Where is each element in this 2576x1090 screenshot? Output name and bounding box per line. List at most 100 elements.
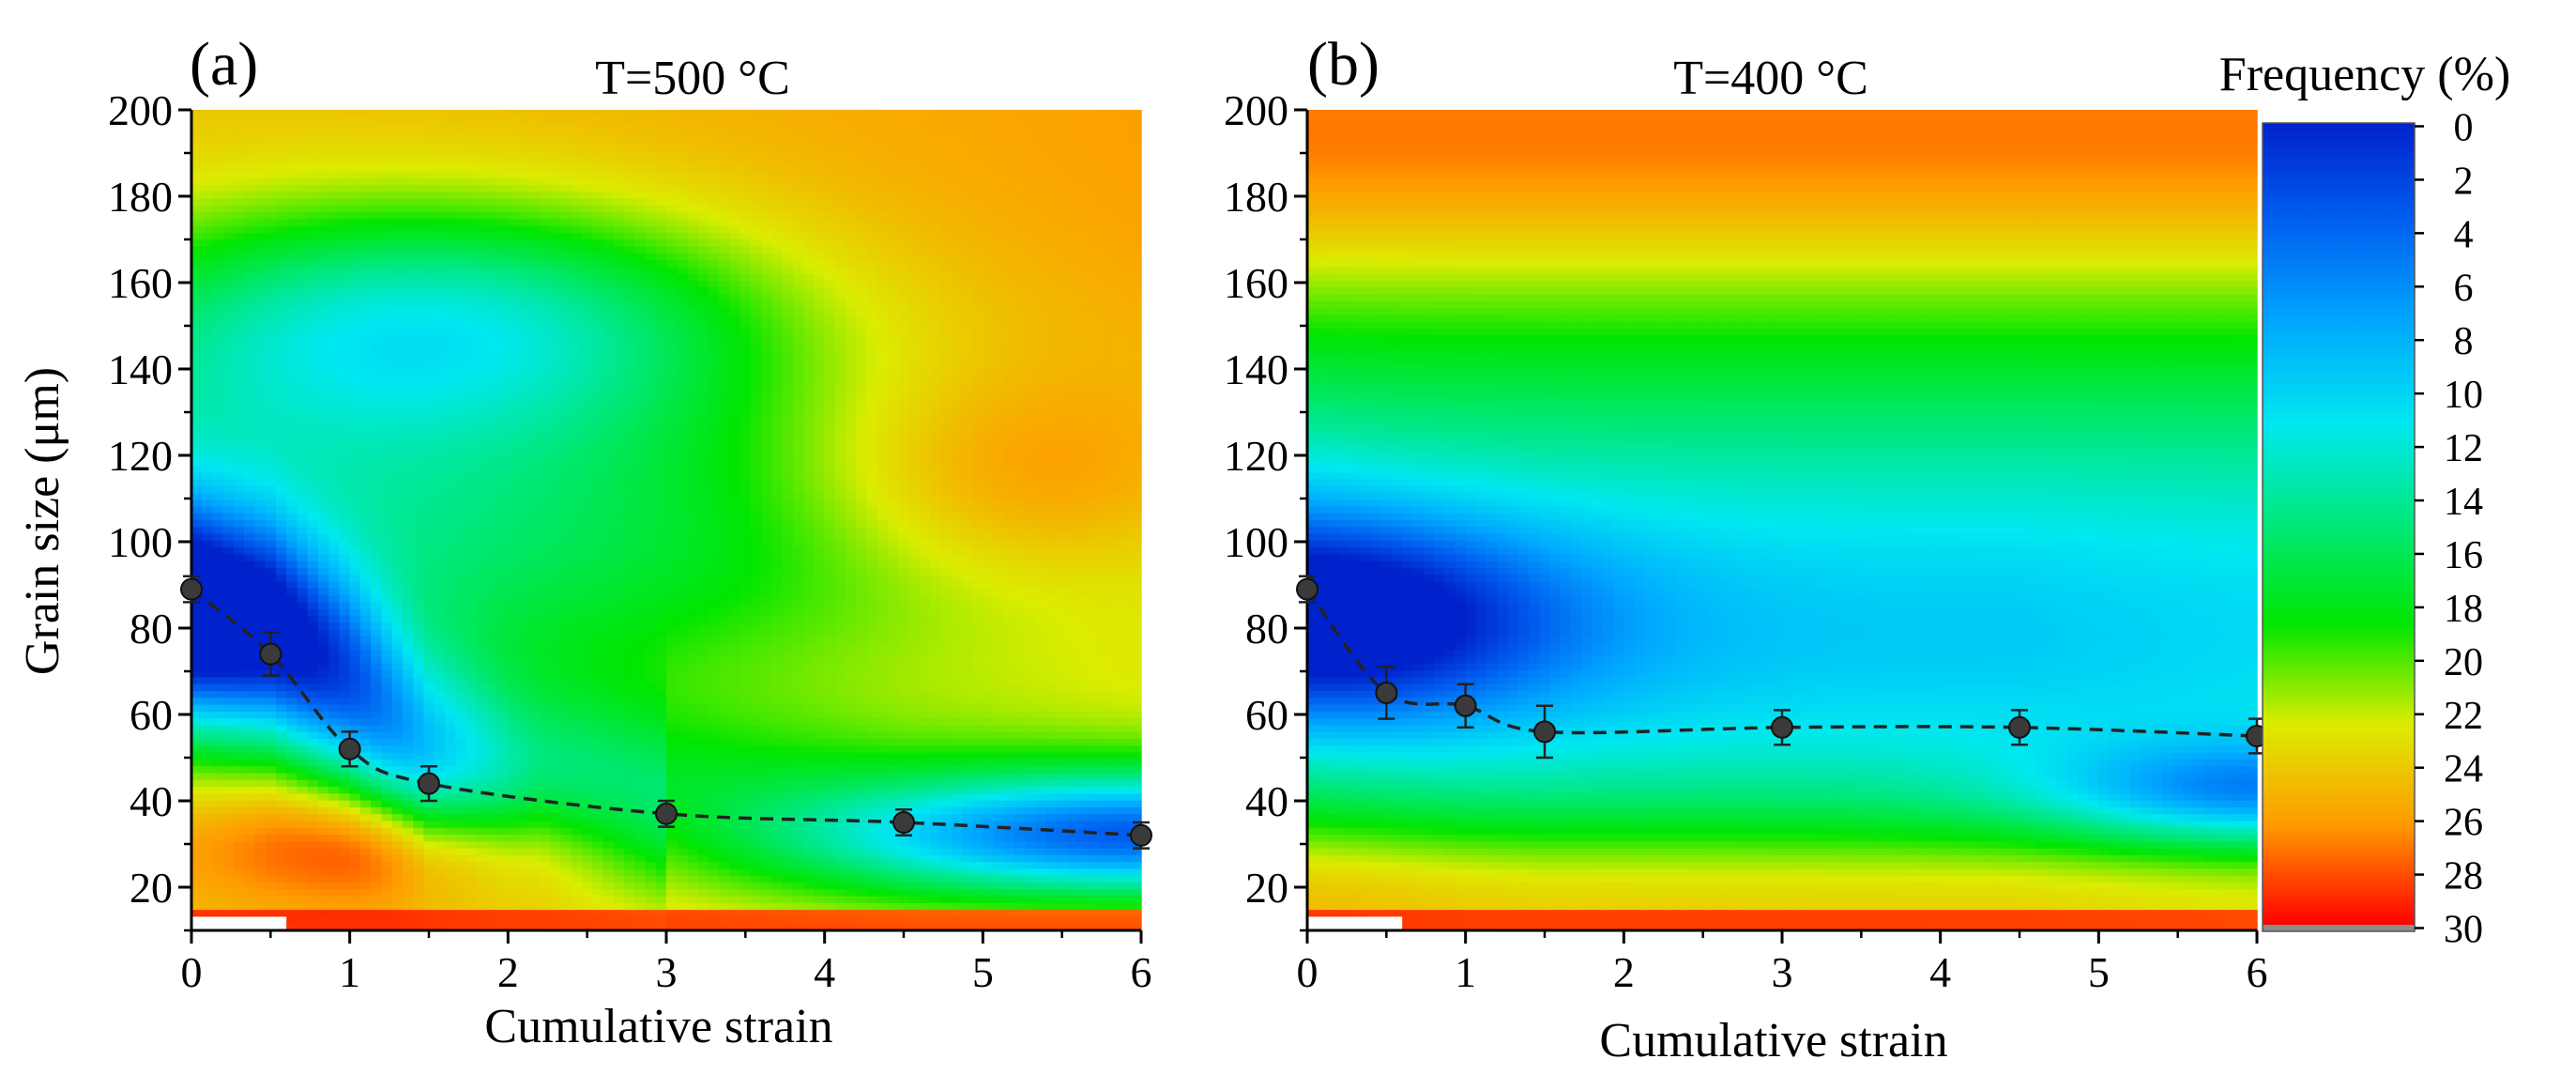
heatmap-cell: [286, 793, 298, 802]
heatmap-cell: [560, 718, 572, 727]
heatmap-cell: [423, 424, 435, 433]
heatmap-cell: [286, 923, 298, 931]
heatmap-cell: [528, 239, 541, 248]
heatmap-cell: [413, 281, 425, 289]
heatmap-cell: [518, 622, 530, 631]
heatmap-cell: [254, 465, 267, 473]
heatmap-cell: [212, 821, 224, 829]
heatmap-cell: [413, 362, 425, 371]
heatmap-cell: [275, 868, 287, 877]
heatmap-cell: [434, 273, 446, 282]
heatmap-cell: [307, 171, 319, 179]
heatmap-cell: [476, 629, 488, 637]
heatmap-cell: [560, 205, 572, 213]
heatmap-cell: [339, 458, 351, 467]
heatmap-cell: [624, 588, 635, 596]
heatmap-cell: [528, 560, 541, 569]
heatmap-cell: [508, 650, 520, 658]
heatmap-cell: [297, 335, 309, 344]
heatmap-cell: [222, 492, 235, 500]
heatmap-cell: [212, 854, 224, 863]
heatmap-cell: [465, 233, 478, 241]
heatmap-cell: [602, 287, 615, 296]
heatmap-cell: [571, 841, 583, 850]
heatmap-cell: [540, 588, 552, 596]
heatmap-cell: [233, 814, 245, 822]
heatmap-cell: [275, 643, 287, 652]
heatmap-cell: [423, 731, 435, 740]
heatmap-cell: [359, 533, 372, 542]
heatmap-cell: [339, 452, 351, 460]
heatmap-cell: [602, 560, 615, 569]
heatmap-cell: [613, 595, 625, 604]
heatmap-cell: [508, 883, 520, 890]
heatmap-cell: [328, 814, 341, 822]
heatmap-cell: [508, 329, 520, 337]
heatmap-cell: [497, 144, 510, 152]
heatmap-cell: [371, 157, 383, 165]
heatmap-cell: [391, 841, 404, 850]
heatmap-cell: [560, 315, 572, 323]
heatmap-cell: [434, 656, 446, 665]
heatmap-cell: [602, 452, 615, 460]
heatmap-cell: [191, 260, 203, 269]
heatmap-cell: [550, 233, 562, 241]
heatmap-cell: [540, 348, 552, 357]
heatmap-cell: [423, 260, 435, 269]
heatmap-cell: [571, 335, 583, 344]
heatmap-cell: [444, 362, 456, 371]
heatmap-cell: [455, 369, 467, 377]
heatmap-cell: [486, 835, 498, 843]
heatmap-cell: [371, 698, 383, 706]
heatmap-cell: [444, 335, 456, 344]
heatmap-cell: [497, 294, 510, 302]
heatmap-cell: [307, 431, 319, 439]
heatmap-cell: [339, 910, 351, 918]
heatmap-cell: [286, 841, 298, 850]
heatmap-cell: [413, 205, 425, 213]
heatmap-cell: [265, 424, 277, 433]
heatmap-cell: [508, 150, 520, 159]
heatmap-cell: [202, 410, 214, 419]
heatmap-cell: [307, 513, 319, 521]
heatmap-cell: [508, 185, 520, 193]
heatmap-cell: [307, 520, 319, 528]
heatmap-cell: [212, 157, 224, 165]
heatmap-cell: [413, 157, 425, 165]
heatmap-cell: [518, 916, 530, 925]
heatmap-cell: [613, 677, 625, 685]
heatmap-cell: [359, 308, 372, 316]
heatmap-cell: [254, 773, 267, 781]
heatmap-cell: [297, 472, 309, 480]
heatmap-cell: [602, 663, 615, 671]
heatmap-cell: [402, 731, 414, 740]
heatmap-cell: [497, 157, 510, 165]
heatmap-cell: [486, 540, 498, 548]
heatmap-cell: [359, 718, 372, 727]
heatmap-cell: [423, 348, 435, 357]
heatmap-cell: [381, 806, 393, 815]
heatmap-cell: [244, 745, 256, 754]
heatmap-cell: [233, 677, 245, 685]
heatmap-cell: [613, 520, 625, 528]
heatmap-cell: [528, 116, 541, 125]
heatmap-cell: [349, 759, 361, 767]
heatmap-cell: [307, 567, 319, 576]
heatmap-cell: [476, 752, 488, 760]
heatmap-cell: [212, 547, 224, 556]
heatmap-cell: [465, 889, 478, 898]
heatmap-cell: [413, 444, 425, 453]
heatmap-cell: [391, 718, 404, 727]
heatmap-cell: [413, 513, 425, 521]
heatmap-cell: [465, 164, 478, 173]
heatmap-cell: [244, 452, 256, 460]
heatmap-cell: [540, 533, 552, 542]
heatmap-cell: [297, 554, 309, 562]
heatmap-cell: [307, 800, 319, 808]
heatmap-cell: [528, 883, 541, 890]
heatmap-cell: [518, 342, 530, 350]
heatmap-cell: [233, 902, 245, 911]
heatmap-cell: [465, 923, 478, 931]
heatmap-cell: [465, 404, 478, 412]
heatmap-cell: [476, 171, 488, 179]
